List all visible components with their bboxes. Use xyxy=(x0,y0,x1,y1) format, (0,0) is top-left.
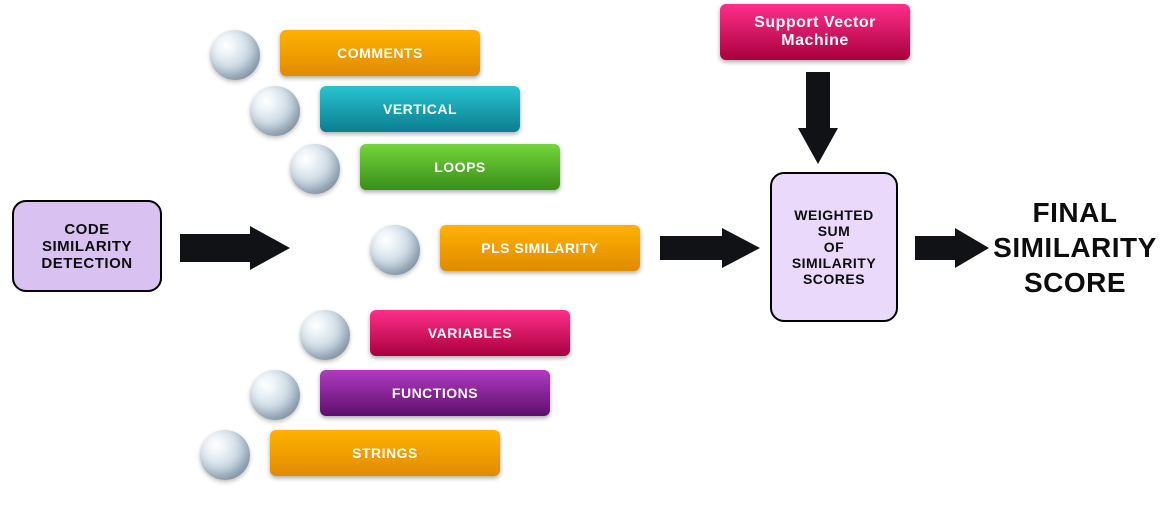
feature-label: PLS SIMILARITY xyxy=(481,240,598,256)
feature-label: VERTICAL xyxy=(383,101,457,117)
feature-circle-variables xyxy=(300,310,350,360)
final-score-text: FINAL SIMILARITY SCORE xyxy=(990,195,1160,300)
feature-pill-functions: FUNCTIONS xyxy=(320,370,550,416)
feature-circle-strings xyxy=(200,430,250,480)
feature-circle-loops xyxy=(290,144,340,194)
feature-pill-vertical: VERTICAL xyxy=(320,86,520,132)
feature-label: FUNCTIONS xyxy=(392,385,478,401)
feature-circle-vertical xyxy=(250,86,300,136)
feature-pill-comments: COMMENTS xyxy=(280,30,480,76)
weighted-node: WEIGHTED SUM OF SIMILARITY SCORES xyxy=(770,172,898,322)
arrow-features-to-weighted xyxy=(660,228,760,268)
input-node-label: CODE SIMILARITY DETECTION xyxy=(41,221,132,272)
weighted-node-label: WEIGHTED SUM OF SIMILARITY SCORES xyxy=(792,207,876,287)
svm-node-label: Support Vector Machine xyxy=(754,14,876,50)
final-score-label: FINAL SIMILARITY SCORE xyxy=(993,197,1157,298)
feature-circle-pls xyxy=(370,225,420,275)
feature-label: VARIABLES xyxy=(428,325,512,341)
feature-pill-strings: STRINGS xyxy=(270,430,500,476)
svm-node: Support Vector Machine xyxy=(720,4,910,60)
feature-pill-variables: VARIABLES xyxy=(370,310,570,356)
feature-circle-comments xyxy=(210,30,260,80)
feature-pill-pls: PLS SIMILARITY xyxy=(440,225,640,271)
feature-circle-functions xyxy=(250,370,300,420)
feature-label: LOOPS xyxy=(434,159,486,175)
input-node: CODE SIMILARITY DETECTION xyxy=(12,200,162,292)
feature-label: COMMENTS xyxy=(337,45,423,61)
arrow-weighted-to-final xyxy=(915,228,989,268)
arrow-input-to-features xyxy=(180,226,290,270)
feature-pill-loops: LOOPS xyxy=(360,144,560,190)
arrow-svm-to-weighted xyxy=(798,72,838,164)
feature-label: STRINGS xyxy=(352,445,418,461)
